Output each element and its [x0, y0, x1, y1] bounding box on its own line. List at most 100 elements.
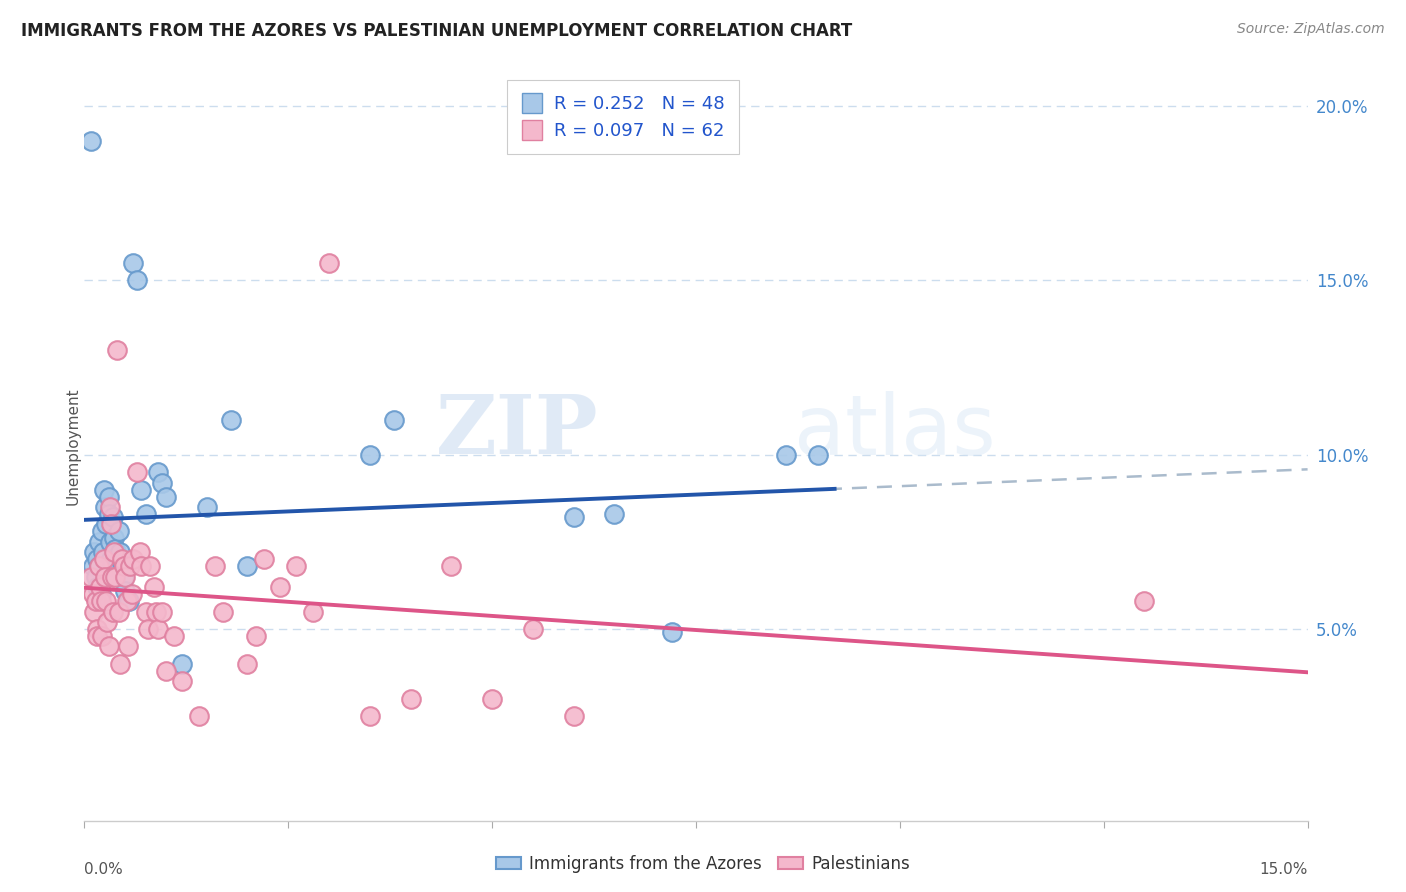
Point: [105, 343, 128, 358]
Point: [103, 545, 125, 559]
Point: [101, 559, 124, 574]
Legend: R = 0.252   N = 48, R = 0.097   N = 62: R = 0.252 N = 48, R = 0.097 N = 62: [506, 80, 738, 154]
Point: [90, 594, 112, 608]
Point: [399, 691, 422, 706]
Point: [104, 570, 127, 584]
Point: [150, 605, 173, 619]
Point: [110, 545, 132, 559]
Point: [103, 532, 125, 546]
Point: [236, 559, 259, 574]
Point: [775, 448, 797, 462]
Point: [359, 448, 381, 462]
Point: [115, 594, 138, 608]
Point: [100, 517, 122, 532]
Point: [155, 490, 177, 504]
Point: [112, 570, 135, 584]
Point: [91, 545, 114, 559]
Point: [136, 622, 159, 636]
Text: IMMIGRANTS FROM THE AZORES VS PALESTINIAN UNEMPLOYMENT CORRELATION CHART: IMMIGRANTS FROM THE AZORES VS PALESTINIA…: [21, 22, 852, 40]
Point: [107, 524, 129, 539]
Point: [562, 510, 585, 524]
Point: [84, 594, 107, 608]
Point: [114, 583, 136, 598]
Point: [83, 605, 105, 619]
Point: [318, 256, 340, 270]
Point: [101, 570, 124, 584]
Point: [91, 629, 114, 643]
Point: [80, 570, 103, 584]
Point: [122, 552, 145, 566]
Point: [138, 559, 160, 574]
Point: [87, 559, 110, 574]
Point: [150, 475, 173, 490]
Point: [84, 570, 107, 584]
Point: [155, 664, 177, 678]
Point: [481, 691, 503, 706]
Point: [236, 657, 259, 671]
Point: [212, 605, 235, 619]
Point: [562, 709, 585, 723]
Y-axis label: Unemployment: Unemployment: [66, 387, 80, 505]
Point: [122, 256, 145, 270]
Point: [301, 605, 323, 619]
Point: [145, 605, 167, 619]
Point: [100, 500, 122, 514]
Point: [97, 507, 120, 521]
Point: [359, 709, 381, 723]
Legend: Immigrants from the Azores, Palestinians: Immigrants from the Azores, Palestinians: [489, 848, 917, 880]
Point: [603, 507, 626, 521]
Point: [245, 629, 267, 643]
Point: [195, 500, 218, 514]
Point: [204, 559, 226, 574]
Point: [80, 134, 103, 148]
Point: [131, 483, 153, 497]
Point: [269, 580, 291, 594]
Point: [86, 580, 108, 594]
Point: [82, 587, 104, 601]
Point: [146, 465, 169, 479]
Point: [111, 556, 134, 570]
Point: [219, 413, 242, 427]
Point: [82, 559, 104, 574]
Point: [93, 483, 115, 497]
Point: [86, 622, 108, 636]
Point: [111, 552, 134, 566]
Point: [101, 510, 124, 524]
Point: [440, 559, 463, 574]
Point: [522, 622, 544, 636]
Point: [112, 559, 135, 574]
Point: [118, 594, 141, 608]
Text: 15.0%: 15.0%: [1260, 863, 1308, 878]
Point: [100, 534, 122, 549]
Point: [163, 629, 186, 643]
Point: [172, 674, 194, 689]
Text: ZIP: ZIP: [436, 391, 598, 471]
Point: [93, 500, 115, 514]
Point: [104, 541, 127, 556]
Point: [1133, 594, 1156, 608]
Point: [94, 594, 117, 608]
Point: [86, 629, 108, 643]
Point: [285, 559, 308, 574]
Point: [142, 580, 165, 594]
Point: [93, 552, 115, 566]
Point: [90, 587, 112, 601]
Point: [97, 640, 120, 654]
Point: [100, 552, 122, 566]
Point: [117, 640, 139, 654]
Point: [93, 570, 115, 584]
Point: [87, 559, 110, 574]
Point: [87, 534, 110, 549]
Point: [86, 552, 108, 566]
Point: [172, 657, 194, 671]
Text: atlas: atlas: [794, 391, 995, 472]
Point: [135, 507, 157, 521]
Point: [101, 605, 124, 619]
Point: [131, 559, 153, 574]
Point: [97, 490, 120, 504]
Point: [807, 448, 830, 462]
Point: [91, 524, 114, 539]
Point: [382, 413, 405, 427]
Point: [83, 545, 105, 559]
Point: [105, 559, 128, 574]
